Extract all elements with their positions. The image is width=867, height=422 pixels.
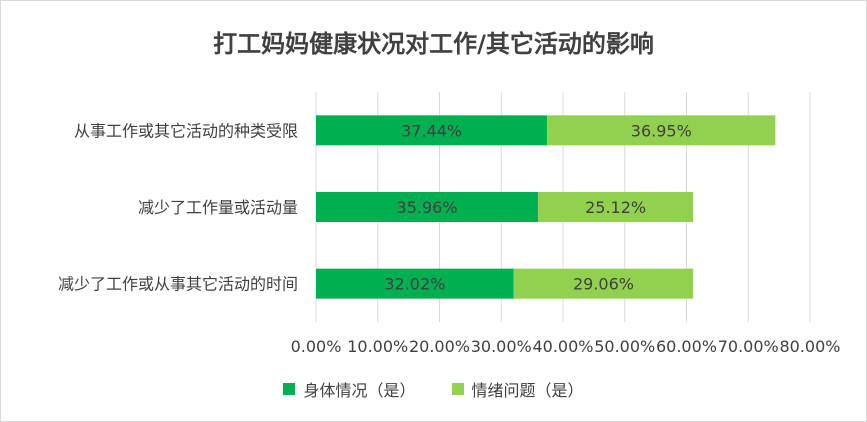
x-tick-label: 40.00%	[532, 337, 593, 356]
legend-item-series2: 情绪问题（是）	[451, 377, 584, 401]
data-label: 32.02%	[384, 275, 445, 294]
data-label: 25.12%	[585, 198, 646, 217]
x-tick-label: 20.00%	[409, 337, 470, 356]
legend-swatch-series2	[451, 383, 464, 395]
bar-segment	[547, 115, 776, 146]
category-label: 从事工作或其它活动的种类受限	[74, 121, 298, 140]
category-label: 减少了工作量或活动量	[138, 198, 298, 217]
x-tick-label: 0.00%	[291, 337, 342, 356]
x-tick-label: 70.00%	[718, 337, 779, 356]
chart-title: 打工妈妈健康状况对工作/其它活动的影响	[213, 30, 654, 58]
x-tick-label: 60.00%	[656, 337, 717, 356]
data-label: 36.95%	[631, 121, 692, 140]
data-label: 35.96%	[397, 198, 458, 217]
chart-legend: 身体情况（是） 情绪问题（是）	[0, 377, 867, 401]
x-tick-label: 10.00%	[347, 337, 408, 356]
bar-segment	[538, 192, 694, 222]
bar-segment	[513, 268, 694, 299]
legend-swatch-series1	[283, 383, 296, 395]
data-label: 29.06%	[573, 275, 634, 294]
legend-label-series1: 身体情况（是）	[303, 381, 416, 400]
bar-segment	[316, 268, 514, 299]
x-tick-label: 80.00%	[779, 337, 840, 356]
legend-item-series1: 身体情况（是）	[283, 377, 416, 401]
category-label: 减少了工作或从事其它活动的时间	[58, 275, 298, 294]
bar-segment	[316, 115, 548, 146]
data-label: 37.44%	[401, 121, 462, 140]
bar-segment	[316, 192, 539, 222]
x-tick-label: 30.00%	[471, 337, 532, 356]
x-tick-label: 50.00%	[594, 337, 655, 356]
legend-label-series2: 情绪问题（是）	[471, 381, 584, 400]
